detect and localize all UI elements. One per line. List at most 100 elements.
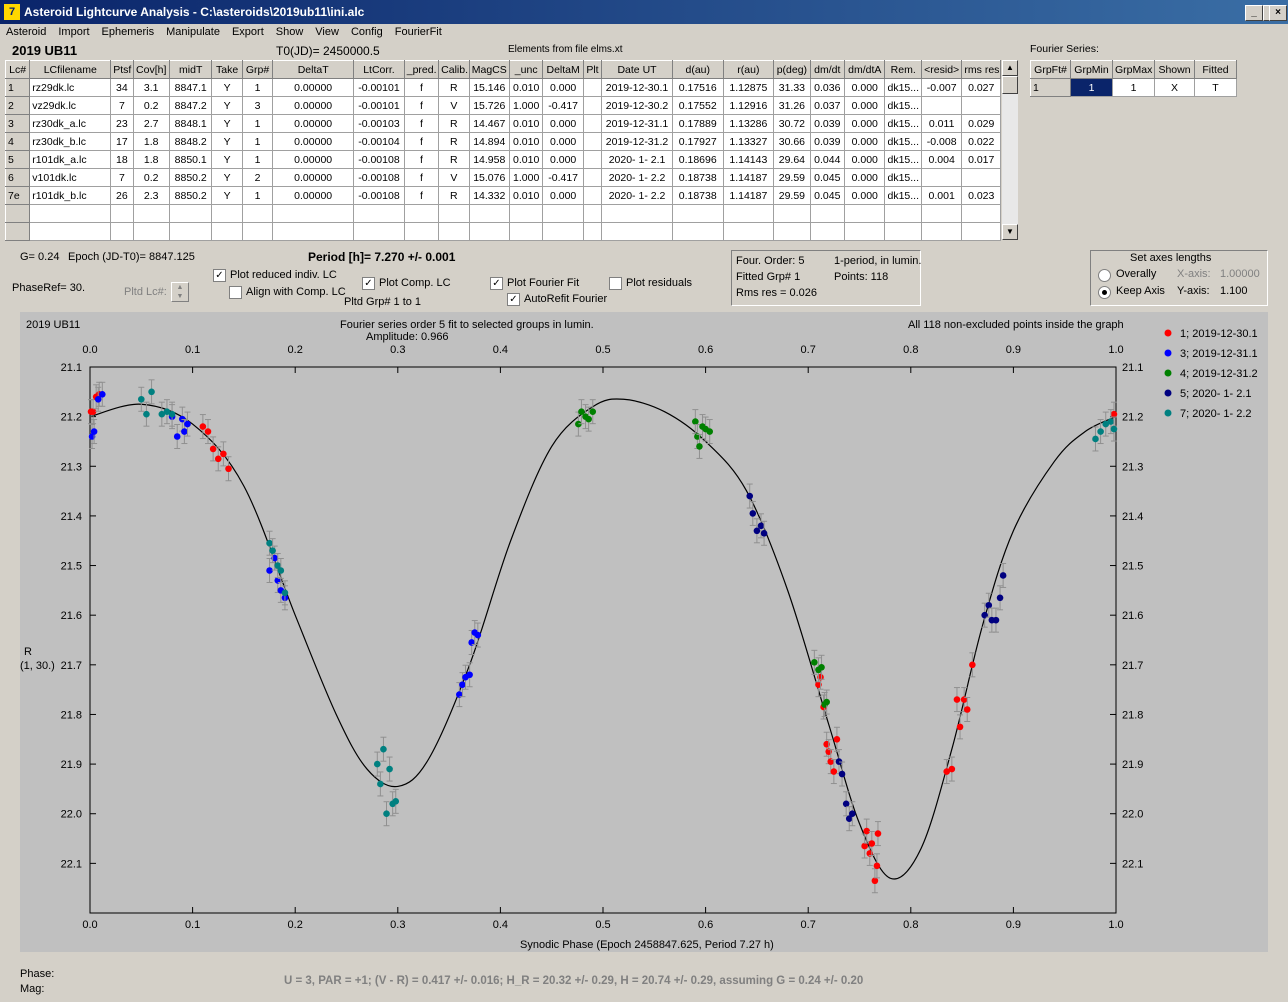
fourier-column-header[interactable]: GrpMax — [1112, 60, 1155, 79]
table-cell[interactable]: 7 — [110, 168, 134, 187]
table-cell[interactable]: -0.00108 — [353, 186, 405, 205]
table-row[interactable]: 5 r101dk_a.lc 18 1.8 8850.1 Y 1 0.00000 -0.00108… — [4, 150, 1001, 169]
table-cell[interactable]: 0.000 — [843, 114, 886, 133]
table-cell[interactable]: 2019-12-30.1 — [601, 78, 673, 97]
table-cell[interactable] — [132, 204, 170, 223]
table-cell[interactable]: r101dk_a.lc — [29, 150, 112, 169]
align-checkbox[interactable] — [229, 286, 242, 299]
table-cell[interactable]: 29.59 — [773, 186, 811, 205]
table-cell[interactable] — [582, 222, 603, 241]
table-row[interactable]: 3 rz30dk_a.lc 23 2.7 8848.1 Y 1 0.00000 -0.00103… — [4, 114, 1001, 133]
table-cell[interactable]: Y — [211, 114, 243, 133]
scroll-down-arrow-icon[interactable]: ▼ — [1002, 224, 1018, 240]
table-cell[interactable]: 29.59 — [773, 168, 811, 187]
table-cell[interactable]: 0.00000 — [272, 114, 355, 133]
table-cell[interactable]: 14.958 — [468, 150, 511, 169]
table-cell[interactable] — [582, 96, 603, 115]
table-cell[interactable]: 2020- 1- 2.1 — [601, 150, 673, 169]
table-cell[interactable] — [110, 222, 134, 241]
table-cell[interactable] — [211, 204, 243, 223]
column-header[interactable]: MagCS — [468, 60, 511, 79]
table-cell[interactable]: 0.00000 — [272, 186, 355, 205]
table-cell[interactable]: 8847.1 — [168, 78, 213, 97]
plot-reduced-checkbox[interactable]: ✓ — [213, 269, 226, 282]
row-header[interactable]: 3 — [4, 114, 31, 133]
table-cell[interactable]: f — [403, 132, 440, 151]
table-cell[interactable]: 0.18696 — [671, 150, 724, 169]
table-cell[interactable]: 0.044 — [809, 150, 846, 169]
fourier-cell[interactable]: 1 — [1112, 78, 1155, 97]
table-cell[interactable] — [920, 222, 963, 241]
table-cell[interactable]: f — [403, 150, 440, 169]
table-cell[interactable]: f — [403, 114, 440, 133]
table-cell[interactable]: 0.010 — [508, 78, 544, 97]
table-cell[interactable]: 2.3 — [132, 186, 170, 205]
table-cell[interactable] — [542, 204, 584, 223]
table-cell[interactable]: Y — [211, 168, 243, 187]
table-cell[interactable] — [843, 204, 886, 223]
table-cell[interactable]: 0.000 — [542, 150, 584, 169]
plot-residuals-checkbox[interactable] — [609, 277, 622, 290]
column-header[interactable]: Plt — [582, 60, 603, 79]
table-cell[interactable]: 0.039 — [809, 114, 846, 133]
fourier-column-header[interactable]: Fitted — [1194, 60, 1237, 79]
column-header[interactable]: DeltaT — [272, 60, 355, 79]
table-cell[interactable]: 0.023 — [961, 186, 1001, 205]
table-cell[interactable]: Y — [211, 150, 243, 169]
table-cell[interactable]: 0.000 — [542, 114, 584, 133]
table-cell[interactable] — [884, 222, 922, 241]
table-cell[interactable]: 1 — [241, 186, 274, 205]
table-cell[interactable]: 1.14143 — [722, 150, 775, 169]
table-cell[interactable]: 15.146 — [468, 78, 511, 97]
table-cell[interactable]: 0.010 — [508, 132, 544, 151]
table-cell[interactable]: rz30dk_a.lc — [29, 114, 112, 133]
column-header[interactable]: Lc# — [4, 60, 31, 79]
table-cell[interactable]: 2020- 1- 2.2 — [601, 168, 673, 187]
table-cell[interactable]: 14.894 — [468, 132, 511, 151]
scroll-up-arrow-icon[interactable]: ▲ — [1002, 60, 1018, 76]
table-cell[interactable]: 0.00000 — [272, 150, 355, 169]
table-cell[interactable]: 1.12916 — [722, 96, 775, 115]
column-header[interactable]: rms res — [961, 60, 1001, 79]
table-cell[interactable] — [722, 204, 775, 223]
table-cell[interactable]: 0.00000 — [272, 78, 355, 97]
table-cell[interactable]: 1.8 — [132, 132, 170, 151]
table-cell[interactable] — [132, 222, 170, 241]
table-cell[interactable] — [601, 222, 673, 241]
table-row[interactable]: 6 v101dk.lc 7 0.2 8850.2 Y 2 0.00000 -0.00108 f V 1… — [4, 168, 1001, 187]
column-header[interactable]: LCfilename — [29, 60, 112, 79]
table-cell[interactable]: 0.000 — [542, 186, 584, 205]
fourier-cell[interactable]: 1 — [1030, 78, 1071, 97]
table-cell[interactable]: 0.022 — [961, 132, 1001, 151]
table-cell[interactable]: 0.00000 — [272, 132, 355, 151]
table-cell[interactable]: 0.000 — [542, 78, 584, 97]
keep-axis-radio[interactable] — [1098, 286, 1111, 299]
table-cell[interactable] — [809, 222, 846, 241]
table-cell[interactable] — [542, 222, 584, 241]
table-cell[interactable]: 0.010 — [508, 186, 544, 205]
table-cell[interactable]: 2019-12-31.2 — [601, 132, 673, 151]
yaxis-value[interactable]: 1.100 — [1220, 285, 1248, 297]
row-header[interactable]: 4 — [4, 132, 31, 151]
table-cell[interactable]: -0.00101 — [353, 96, 405, 115]
table-cell[interactable] — [582, 204, 603, 223]
column-header[interactable]: _unc — [508, 60, 544, 79]
table-cell[interactable]: 0.000 — [542, 132, 584, 151]
table-cell[interactable]: dk15... — [884, 186, 922, 205]
table-cell[interactable] — [29, 222, 112, 241]
minimize-button[interactable]: _ — [1245, 5, 1263, 21]
table-cell[interactable]: 34 — [110, 78, 134, 97]
table-cell[interactable]: -0.00103 — [353, 114, 405, 133]
table-scrollbar[interactable]: ▲ ▼ — [1002, 60, 1018, 240]
table-cell[interactable]: 1.14187 — [722, 168, 775, 187]
fourier-column-header[interactable]: GrpFt# — [1030, 60, 1071, 79]
table-cell[interactable] — [920, 204, 963, 223]
table-cell[interactable]: -0.00108 — [353, 168, 405, 187]
table-cell[interactable]: 0.000 — [843, 186, 886, 205]
column-header[interactable]: d(au) — [671, 60, 724, 79]
table-cell[interactable]: Y — [211, 132, 243, 151]
column-header[interactable]: p(deg) — [773, 60, 811, 79]
table-cell[interactable]: 8847.2 — [168, 96, 213, 115]
table-cell[interactable]: 1 — [241, 150, 274, 169]
